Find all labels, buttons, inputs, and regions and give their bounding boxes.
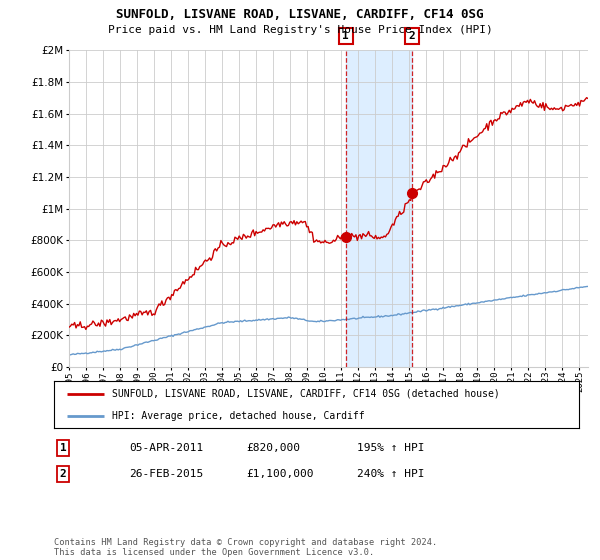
Text: HPI: Average price, detached house, Cardiff: HPI: Average price, detached house, Card… xyxy=(112,410,364,421)
Text: 195% ↑ HPI: 195% ↑ HPI xyxy=(357,443,425,453)
Text: 1: 1 xyxy=(343,31,349,41)
Bar xyxy=(346,50,412,367)
Text: Price paid vs. HM Land Registry's House Price Index (HPI): Price paid vs. HM Land Registry's House … xyxy=(107,25,493,35)
Text: £820,000: £820,000 xyxy=(246,443,300,453)
Text: 05-APR-2011: 05-APR-2011 xyxy=(129,443,203,453)
Text: 1: 1 xyxy=(59,443,67,453)
Text: £1,100,000: £1,100,000 xyxy=(246,469,314,479)
Text: 2: 2 xyxy=(59,469,67,479)
Text: 26-FEB-2015: 26-FEB-2015 xyxy=(129,469,203,479)
Text: 2: 2 xyxy=(409,31,415,41)
Text: 240% ↑ HPI: 240% ↑ HPI xyxy=(357,469,425,479)
Text: SUNFOLD, LISVANE ROAD, LISVANE, CARDIFF, CF14 0SG: SUNFOLD, LISVANE ROAD, LISVANE, CARDIFF,… xyxy=(116,8,484,21)
Text: SUNFOLD, LISVANE ROAD, LISVANE, CARDIFF, CF14 0SG (detached house): SUNFOLD, LISVANE ROAD, LISVANE, CARDIFF,… xyxy=(112,389,499,399)
Text: Contains HM Land Registry data © Crown copyright and database right 2024.
This d: Contains HM Land Registry data © Crown c… xyxy=(54,538,437,557)
